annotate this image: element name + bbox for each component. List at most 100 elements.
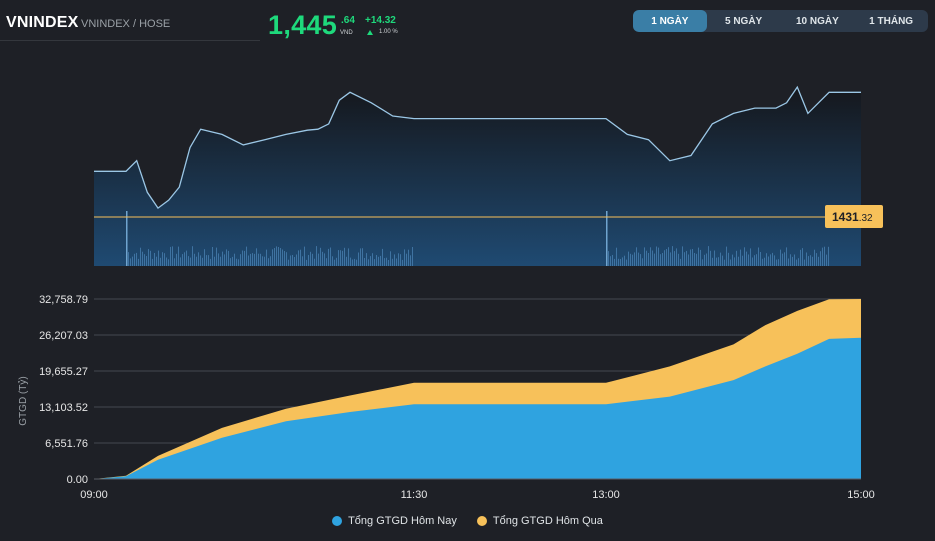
- volume-bar: [764, 257, 765, 266]
- tab-10-days[interactable]: 10 NGÀY: [795, 15, 839, 27]
- volume-bar: [396, 258, 397, 266]
- y-tick-label: 19,655.27: [39, 366, 88, 378]
- tab-1-month[interactable]: 1 THÁNG: [869, 15, 914, 27]
- volume-bar: [392, 258, 393, 266]
- volume-bar: [690, 249, 691, 266]
- volume-bar: [694, 253, 695, 266]
- volume-bar: [626, 259, 627, 266]
- volume-bar: [358, 252, 359, 266]
- volume-bar: [404, 249, 405, 266]
- timeframe-selector: 1 NGÀY 5 NGÀY 10 NGÀY 1 THÁNG: [633, 10, 928, 32]
- volume-bar: [722, 255, 723, 266]
- volume-bar: [638, 252, 639, 266]
- volume-bar: [170, 246, 171, 266]
- volume-bar: [630, 253, 631, 266]
- volume-bar: [376, 255, 377, 266]
- y-tick-label: 26,207.03: [39, 330, 88, 342]
- volume-bar: [346, 256, 347, 266]
- volume-bar: [164, 253, 165, 266]
- volume-bar: [180, 257, 181, 266]
- volume-bar: [672, 246, 673, 266]
- volume-bar: [606, 250, 607, 266]
- volume-bar: [794, 254, 795, 266]
- volume-bar: [266, 249, 267, 266]
- volume-bar: [330, 247, 331, 266]
- volume-bar: [308, 255, 309, 266]
- volume-bar: [758, 247, 759, 266]
- volume-bar: [186, 250, 187, 266]
- volume-bar: [356, 259, 357, 266]
- volume-bar: [612, 255, 613, 266]
- volume-bar: [618, 258, 619, 266]
- volume-bar: [814, 249, 815, 266]
- volume-bar: [344, 247, 345, 266]
- volume-bar: [384, 258, 385, 266]
- volume-bar: [816, 253, 817, 266]
- legend-yesterday-label: Tổng GTGD Hôm Qua: [492, 515, 603, 527]
- y-tick-label: 32,758.79: [39, 294, 88, 306]
- volume-bar: [402, 259, 403, 266]
- volume-bar: [678, 253, 679, 266]
- volume-bar: [216, 247, 217, 266]
- series-yesterday-area: [94, 299, 861, 479]
- volume-bar: [244, 250, 245, 266]
- volume-bar: [796, 259, 797, 266]
- volume-bar: [194, 253, 195, 266]
- volume-bar: [714, 250, 715, 266]
- volume-bar: [158, 250, 159, 266]
- volume-bar: [138, 258, 139, 266]
- volume-bar: [248, 255, 249, 266]
- volume-bar: [822, 247, 823, 266]
- volume-bar: [760, 252, 761, 266]
- header: VNINDEX VNINDEX / HOSE 1,445 .64 VND +14…: [0, 0, 935, 44]
- volume-bar: [166, 257, 167, 266]
- volume-bar: [768, 256, 769, 266]
- volume-bar: [184, 252, 185, 266]
- volume-bar: [648, 253, 649, 266]
- volume-bar: [148, 249, 149, 266]
- volume-bar: [128, 252, 129, 266]
- legend-today[interactable]: Tổng GTGD Hôm Nay: [332, 515, 457, 527]
- volume-bar: [640, 254, 641, 266]
- y-tick-label: 0.00: [67, 474, 88, 486]
- volume-bar: [670, 252, 671, 266]
- volume-bar: [788, 258, 789, 266]
- tab-5-days[interactable]: 5 NGÀY: [725, 15, 763, 27]
- tab-1-day[interactable]: 1 NGÀY: [633, 10, 707, 32]
- volume-bar: [668, 247, 669, 266]
- volume-bar: [324, 253, 325, 266]
- volume-bar: [680, 258, 681, 266]
- chart-legend: Tổng GTGD Hôm Nay Tổng GTGD Hôm Qua: [0, 515, 935, 527]
- volume-bar: [754, 255, 755, 266]
- price-change: +14.32: [365, 15, 396, 26]
- volume-bar: [140, 247, 141, 266]
- volume-bar: [746, 251, 747, 266]
- volume-bar: [826, 254, 827, 266]
- volume-bar: [752, 257, 753, 266]
- volume-bar: [394, 254, 395, 266]
- volume-bar: [784, 252, 785, 266]
- volume-bar: [398, 253, 399, 266]
- volume-bar: [278, 247, 279, 266]
- legend-yesterday[interactable]: Tổng GTGD Hôm Qua: [476, 515, 603, 527]
- volume-bar: [716, 257, 717, 266]
- value-chart: 32,758.79 26,207.03 19,655.27 13,103.52 6,55…: [17, 294, 875, 501]
- volume-bar: [782, 253, 783, 266]
- volume-bar: [354, 258, 355, 266]
- volume-bar: [150, 250, 151, 266]
- reference-badge: [825, 204, 883, 228]
- volume-bar: [222, 251, 223, 266]
- volume-bar: [774, 255, 775, 266]
- volume-bar: [662, 253, 663, 266]
- volume-bar: [174, 258, 175, 266]
- volume-bar: [770, 254, 771, 266]
- volume-bar: [204, 249, 205, 266]
- volume-bar: [386, 257, 387, 266]
- volume-bar: [298, 250, 299, 266]
- y-axis-label: GTGD (Tỷ): [17, 376, 29, 425]
- volume-bar: [786, 247, 787, 266]
- volume-bar: [704, 254, 705, 266]
- divider: [0, 40, 260, 41]
- volume-bar: [622, 257, 623, 266]
- volume-bar: [740, 249, 741, 266]
